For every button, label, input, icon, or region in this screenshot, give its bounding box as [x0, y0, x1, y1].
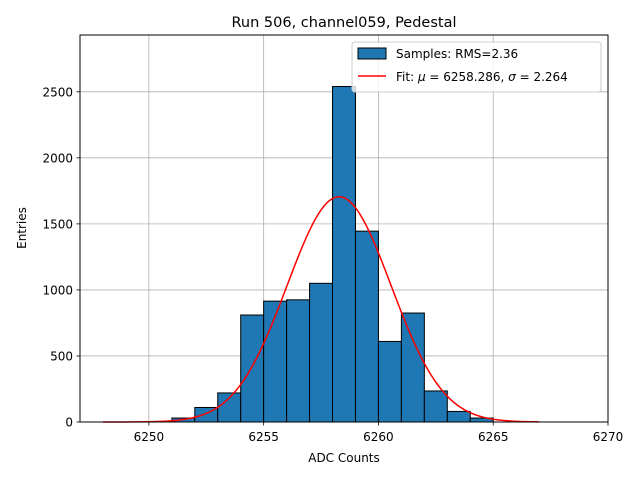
- legend-samples-label: Samples: RMS=2.36: [396, 47, 518, 61]
- x-tick-label: 6260: [363, 430, 394, 444]
- x-tick-label: 6265: [478, 430, 509, 444]
- histogram-bar: [332, 86, 356, 423]
- histogram-bar: [423, 390, 448, 423]
- histogram-bar: [446, 410, 471, 423]
- y-axis-label: Entries: [15, 207, 29, 249]
- x-axis-label: ADC Counts: [308, 451, 380, 465]
- y-tick-label: 0: [65, 416, 73, 430]
- histogram-bar: [400, 312, 425, 423]
- x-tick-label: 6250: [134, 430, 165, 444]
- x-tick-label: 6270: [593, 430, 624, 444]
- axis-ticks: 6250 6255 6260 6265 6270 0 500 1000 1500 2000 2500: [42, 85, 623, 444]
- y-tick-label: 2500: [42, 85, 73, 99]
- histogram-bar: [240, 314, 265, 423]
- y-tick-label: 1500: [42, 217, 73, 231]
- legend-box: [351, 41, 602, 93]
- histogram-bar: [263, 300, 288, 423]
- legend-samples-swatch: [357, 47, 387, 60]
- legend-fit-label: Fit: μ = 6258.286, σ = 2.264: [396, 70, 568, 84]
- y-tick-label: 2000: [42, 151, 73, 165]
- histogram-bar: [309, 282, 334, 423]
- legend: Samples: RMS=2.36 Fit: μ = 6258.286, σ =…: [351, 41, 602, 93]
- histogram-bar: [354, 230, 379, 423]
- histogram-bars: [171, 86, 494, 423]
- x-tick-label: 6255: [248, 430, 279, 444]
- plot-frame: [79, 34, 609, 423]
- chart-title: Run 506, channel059, Pedestal: [231, 15, 456, 31]
- y-tick-label: 500: [50, 349, 73, 363]
- y-tick-label: 1000: [42, 283, 73, 297]
- histogram-bar: [286, 299, 311, 423]
- histogram-bar: [377, 340, 402, 423]
- fit-curve: [102, 196, 540, 423]
